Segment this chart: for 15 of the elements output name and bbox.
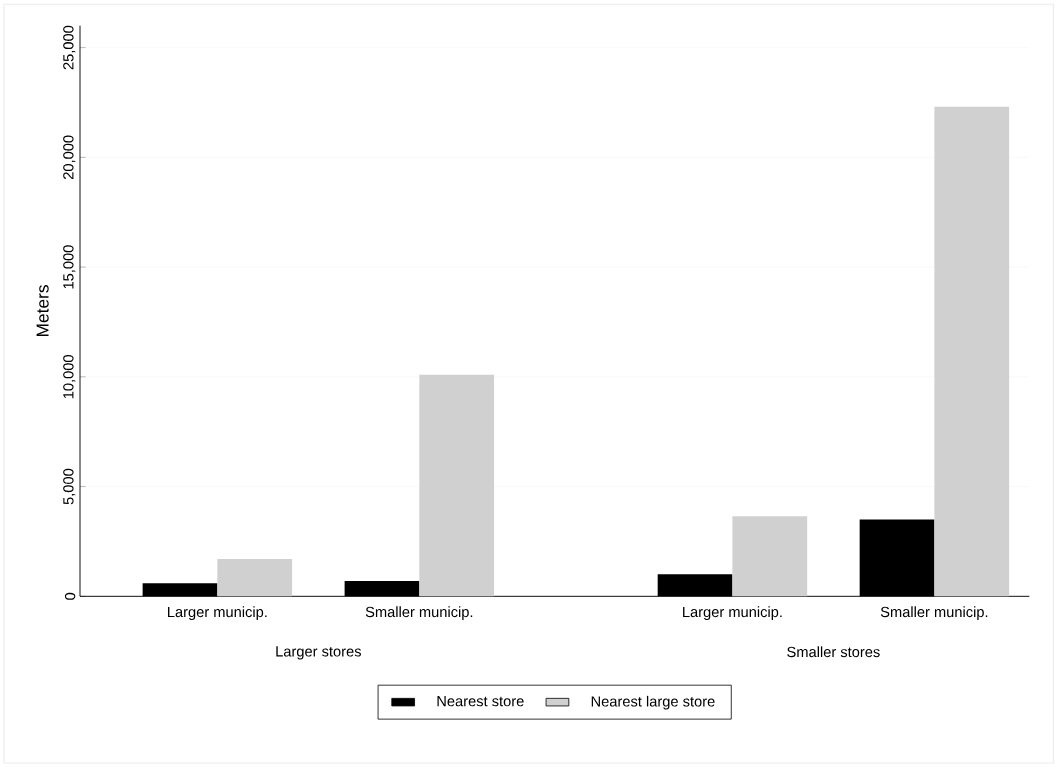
y-tick-label: 20,000 — [63, 135, 76, 180]
text: Smaller stores — [787, 646, 880, 658]
y-tick-label: 25,000 — [63, 25, 76, 70]
y-tick-label: 10,000 — [63, 355, 76, 399]
x-tick-label: Smaller municip. — [365, 606, 473, 621]
y-axis-title: Meters — [36, 285, 49, 337]
x-tick-label: Larger municip. — [168, 606, 267, 621]
y-tick-label: 15,000 — [63, 245, 76, 289]
legend-label: Nearest store — [437, 696, 524, 707]
legend-label: Nearest large store — [591, 695, 715, 710]
x-tick-label: Larger municip. — [683, 606, 782, 621]
x-tick-label: Smaller municip. — [880, 606, 988, 621]
y-tick-label: 5,000 — [63, 468, 76, 505]
text: Larger stores — [276, 646, 361, 660]
y-tick-label: 0 — [64, 592, 76, 600]
